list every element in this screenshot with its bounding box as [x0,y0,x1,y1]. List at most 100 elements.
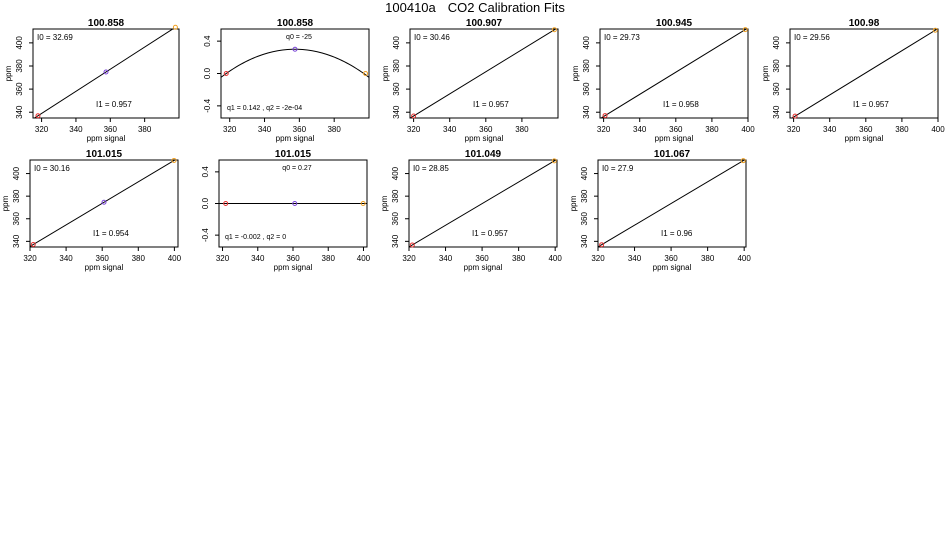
y-tick-label: 400 [582,36,591,50]
x-tick-label: 360 [664,254,678,263]
x-tick-label: 340 [823,125,837,134]
fit-annotation-top: I0 = 27.9 [602,164,634,173]
calibration-point-high [172,24,178,30]
fit-line [791,29,938,118]
panel-title: 100.945 [656,18,693,29]
panel-title: 100.858 [277,18,314,29]
calibration-point-low [409,242,415,248]
fit-annotation-bottom: I1 = 0.957 [473,100,509,109]
calibration-point-low [599,242,605,248]
calibration-panel-1: 100.858 320 340 360 380 340 360 380 400 ppm signa… [4,18,180,143]
fit-annotation-top: I0 = 30.46 [414,33,450,42]
x-tick-label: 380 [895,125,909,134]
fit-annotation-top: I0 = 29.56 [794,33,830,42]
calibration-point-low [602,113,608,119]
calibration-point-mid [101,199,107,205]
fit-annotation-bottom: I1 = 0.957 [96,100,132,109]
y-tick-label: 340 [772,105,781,119]
x-tick-label: 320 [223,125,237,134]
x-axis-label: ppm signal [465,134,504,143]
y-axis-label: ppm [569,195,578,211]
x-tick-label: 360 [286,254,300,263]
calibration-point-low [30,242,36,248]
fit-line [600,29,748,118]
x-tick-label: 320 [23,254,37,263]
y-tick-label: 340 [391,234,400,248]
fit-annotation-top: I0 = 29.73 [604,33,640,42]
x-tick-label: 400 [548,254,562,263]
x-tick-label: 400 [168,254,182,263]
calibration-point-high [360,201,366,206]
fit-annotation-bottom: I1 = 0.958 [663,100,699,109]
fit-annotation-bottom: q1 = 0.142 , q2 = -2e-04 [227,105,302,112]
x-tick-label: 360 [104,125,118,134]
panel-title: 100.907 [466,18,503,29]
x-axis-label: ppm signal [655,134,694,143]
x-tick-label: 340 [69,125,83,134]
calibration-point-high [740,158,746,164]
x-tick-label: 360 [859,125,873,134]
x-axis-label: ppm signal [845,134,884,143]
plot-frame [408,159,558,248]
y-tick-label: 380 [392,59,401,73]
y-tick-label: 360 [772,82,781,96]
x-axis-label: ppm signal [464,263,503,272]
x-tick-label: 380 [132,254,146,263]
y-axis-label: ppm [1,195,10,211]
y-tick-label: 380 [582,59,591,73]
x-tick-label: 320 [591,254,605,263]
fit-annotation-bottom: I1 = 0.954 [93,229,129,238]
x-tick-label: 380 [701,254,715,263]
calibration-point-high [363,71,369,76]
y-axis-label: ppm [761,65,770,81]
fit-annotation-top: I0 = 28.85 [413,164,449,173]
x-tick-label: 320 [402,254,416,263]
calibration-panel-2: 100.858 320 340 360 380 -0.4 0.0 0.4 ppm signal q… [203,18,370,143]
y-tick-label: 340 [582,105,591,119]
panel-title: 100.98 [849,18,880,29]
y-tick-label: 400 [15,36,24,50]
x-axis-label: ppm signal [276,134,315,143]
figure-title: CO2 Calibration Fits [447,0,565,15]
x-tick-label: 380 [512,254,526,263]
fit-annotation-bottom: I1 = 0.957 [472,229,508,238]
calibration-point-low [35,113,41,119]
y-tick-label: 340 [12,234,21,248]
x-tick-label: 360 [479,125,493,134]
calibration-point-mid [103,69,109,75]
y-tick-label: 0.0 [203,67,212,79]
x-tick-label: 360 [475,254,489,263]
calibration-point-high [551,158,557,164]
y-axis-label: ppm [571,65,580,81]
y-tick-label: 360 [391,212,400,226]
y-tick-label: 400 [12,166,21,180]
calibration-point-high [171,157,177,163]
x-tick-label: 320 [597,125,611,134]
x-tick-label: 360 [669,125,683,134]
y-tick-label: -0.4 [201,228,210,242]
fit-annotation-top: q0 = 0.27 [282,165,311,172]
x-tick-label: 400 [931,125,945,134]
plot-frame [597,159,747,248]
panel-title: 100.858 [88,18,125,29]
x-tick-label: 380 [322,254,336,263]
x-tick-label: 340 [439,254,453,263]
plot-frame [29,159,179,248]
y-tick-label: -0.4 [203,98,212,112]
x-tick-label: 320 [407,125,421,134]
y-tick-label: 340 [580,234,589,248]
run-id: 100410a [385,0,436,15]
x-tick-label: 360 [293,125,307,134]
plot-frame [599,28,749,119]
x-tick-label: 340 [628,254,642,263]
panel-title: 101.067 [654,149,691,160]
calibration-point-low [792,113,798,119]
calibration-point-high [932,27,938,33]
y-tick-label: 380 [15,59,24,73]
y-tick-label: 360 [15,82,24,96]
y-tick-label: 340 [15,105,24,119]
panel-title: 101.015 [275,149,312,160]
